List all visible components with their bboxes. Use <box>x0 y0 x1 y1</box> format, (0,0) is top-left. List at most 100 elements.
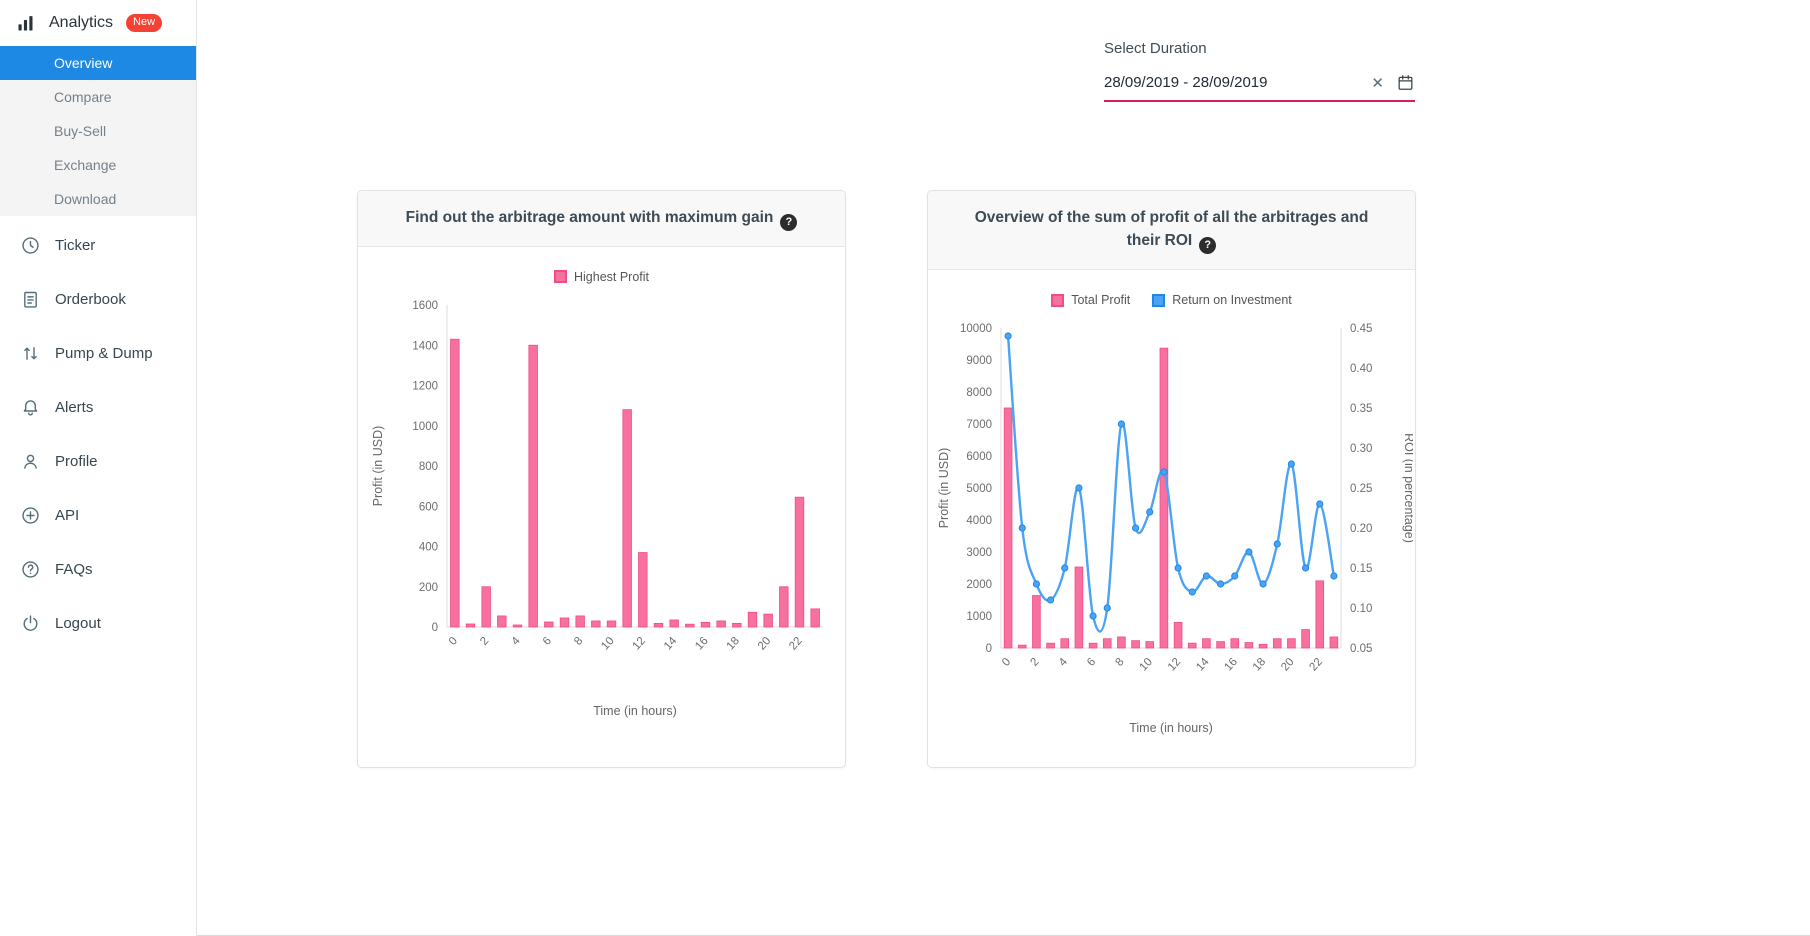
menu-label: Profile <box>55 452 98 470</box>
help-icon[interactable]: ? <box>780 213 798 231</box>
sidebar-item-api[interactable]: API <box>0 488 196 542</box>
bar-chart-icon <box>14 12 36 34</box>
legend-swatch <box>553 270 567 284</box>
sidebar-item-profile[interactable]: Profile <box>0 434 196 488</box>
help-icon[interactable]: ? <box>1199 237 1217 254</box>
svg-text:6000: 6000 <box>966 451 992 463</box>
clock-icon <box>19 234 41 256</box>
svg-text:400: 400 <box>418 541 437 553</box>
date-range-control[interactable]: ✕ <box>1104 73 1415 102</box>
sidebar-item-ticker[interactable]: Ticker <box>0 218 196 272</box>
svg-text:1400: 1400 <box>412 340 438 352</box>
svg-text:16: 16 <box>1222 656 1239 674</box>
sidebar-item-compare[interactable]: Compare <box>54 89 112 105</box>
menu-label: Logout <box>55 614 101 632</box>
svg-text:Profit (in USD): Profit (in USD) <box>937 448 951 529</box>
max-gain-chart-card: Find out the arbitrage amount with maxim… <box>357 190 846 768</box>
svg-text:0: 0 <box>431 622 437 634</box>
legend-label: Highest Profit <box>573 269 650 284</box>
svg-text:8: 8 <box>1113 656 1126 669</box>
person-icon <box>19 450 41 472</box>
svg-text:ROI (in percentage): ROI (in percentage) <box>1402 433 1413 543</box>
sidebar-item-buy-sell[interactable]: Buy-Sell <box>54 123 107 139</box>
svg-text:6: 6 <box>1085 656 1098 669</box>
svg-text:800: 800 <box>418 461 437 473</box>
power-icon <box>19 612 41 634</box>
plus-circle-icon <box>19 504 41 526</box>
sidebar-item-logout[interactable]: Logout <box>0 596 196 650</box>
svg-text:8000: 8000 <box>966 387 992 399</box>
svg-text:0.45: 0.45 <box>1350 323 1372 335</box>
calendar-icon[interactable] <box>1396 73 1415 92</box>
sidebar-item-analytics[interactable]: Analytics New <box>0 0 196 46</box>
sidebar-menu: Ticker Orderbook Pump & Dump Alerts Prof… <box>0 216 196 650</box>
main-content: Select Duration ✕ Find out the arbitrage… <box>197 0 1810 936</box>
legend-label: Total Profit <box>1071 293 1131 307</box>
svg-text:0: 0 <box>446 635 459 648</box>
svg-text:5000: 5000 <box>966 483 992 495</box>
svg-text:12: 12 <box>1165 656 1182 674</box>
svg-text:0.25: 0.25 <box>1350 483 1372 495</box>
svg-text:600: 600 <box>418 501 437 513</box>
orderbook-icon <box>19 288 41 310</box>
duration-picker: Select Duration ✕ <box>1104 40 1415 102</box>
svg-text:0: 0 <box>1000 656 1013 669</box>
svg-text:0.15: 0.15 <box>1350 563 1372 575</box>
sidebar-item-faqs[interactable]: FAQs <box>0 542 196 596</box>
svg-text:22: 22 <box>787 635 804 653</box>
chart-legend: Total Profit Return on Investment <box>928 292 1415 308</box>
analytics-submenu: Overview Compare Buy-Sell Exchange Downl… <box>0 46 196 216</box>
chart-title-bar: Find out the arbitrage amount with maxim… <box>358 191 845 247</box>
sidebar-item-pump-dump[interactable]: Pump & Dump <box>0 326 196 380</box>
date-range-input[interactable] <box>1104 74 1366 91</box>
svg-text:200: 200 <box>418 582 437 594</box>
menu-label: FAQs <box>55 560 93 578</box>
svg-text:18: 18 <box>1250 656 1267 674</box>
chart-title-bar: Overview of the sum of profit of all the… <box>928 191 1415 270</box>
svg-text:2: 2 <box>1028 656 1041 669</box>
svg-text:12: 12 <box>630 635 647 653</box>
menu-label: Orderbook <box>55 290 126 308</box>
sidebar-item-orderbook[interactable]: Orderbook <box>0 272 196 326</box>
new-badge: New <box>126 14 163 32</box>
clear-icon[interactable]: ✕ <box>1371 74 1384 92</box>
chart-title: Overview of the sum of profit of all the… <box>974 209 1369 250</box>
svg-text:10: 10 <box>1137 656 1154 674</box>
svg-text:4: 4 <box>509 634 523 647</box>
svg-text:20: 20 <box>755 635 772 653</box>
analytics-label: Analytics <box>49 14 114 31</box>
svg-text:1600: 1600 <box>412 300 438 312</box>
menu-label: API <box>55 506 80 524</box>
svg-text:14: 14 <box>661 634 679 652</box>
svg-text:0: 0 <box>985 643 991 655</box>
svg-text:16: 16 <box>693 635 710 653</box>
svg-text:1000: 1000 <box>412 421 438 433</box>
legend-item[interactable]: Return on Investment <box>1152 293 1292 307</box>
menu-label: Pump & Dump <box>55 344 153 362</box>
menu-label: Alerts <box>55 398 94 416</box>
sidebar-item-exchange[interactable]: Exchange <box>54 157 117 173</box>
svg-text:9000: 9000 <box>966 355 992 367</box>
svg-text:0.05: 0.05 <box>1350 643 1372 655</box>
svg-text:7000: 7000 <box>966 419 992 431</box>
svg-text:10: 10 <box>599 635 616 653</box>
svg-text:0.30: 0.30 <box>1350 443 1372 455</box>
svg-text:14: 14 <box>1194 656 1212 674</box>
legend-label: Return on Investment <box>1172 293 1292 307</box>
profit-roi-chart-card: Overview of the sum of profit of all the… <box>927 190 1416 768</box>
bell-icon <box>19 396 41 418</box>
legend-swatch <box>1051 293 1065 307</box>
svg-text:0.20: 0.20 <box>1350 523 1372 535</box>
sidebar-item-overview[interactable]: Overview <box>0 46 196 80</box>
svg-text:0.40: 0.40 <box>1350 363 1372 375</box>
menu-label: Ticker <box>55 236 96 254</box>
svg-text:Time (in hours): Time (in hours) <box>1129 721 1213 735</box>
svg-text:2: 2 <box>478 635 491 648</box>
sidebar-item-download[interactable]: Download <box>54 191 117 207</box>
profit-roi-combo-chart: 0100020003000400050006000700080009000100… <box>937 323 1413 735</box>
legend-item[interactable]: Highest Profit <box>553 269 650 284</box>
legend-item[interactable]: Total Profit <box>1051 293 1130 307</box>
chart-title: Find out the arbitrage amount with maxim… <box>405 209 774 226</box>
svg-text:0.35: 0.35 <box>1350 403 1372 415</box>
sidebar-item-alerts[interactable]: Alerts <box>0 380 196 434</box>
